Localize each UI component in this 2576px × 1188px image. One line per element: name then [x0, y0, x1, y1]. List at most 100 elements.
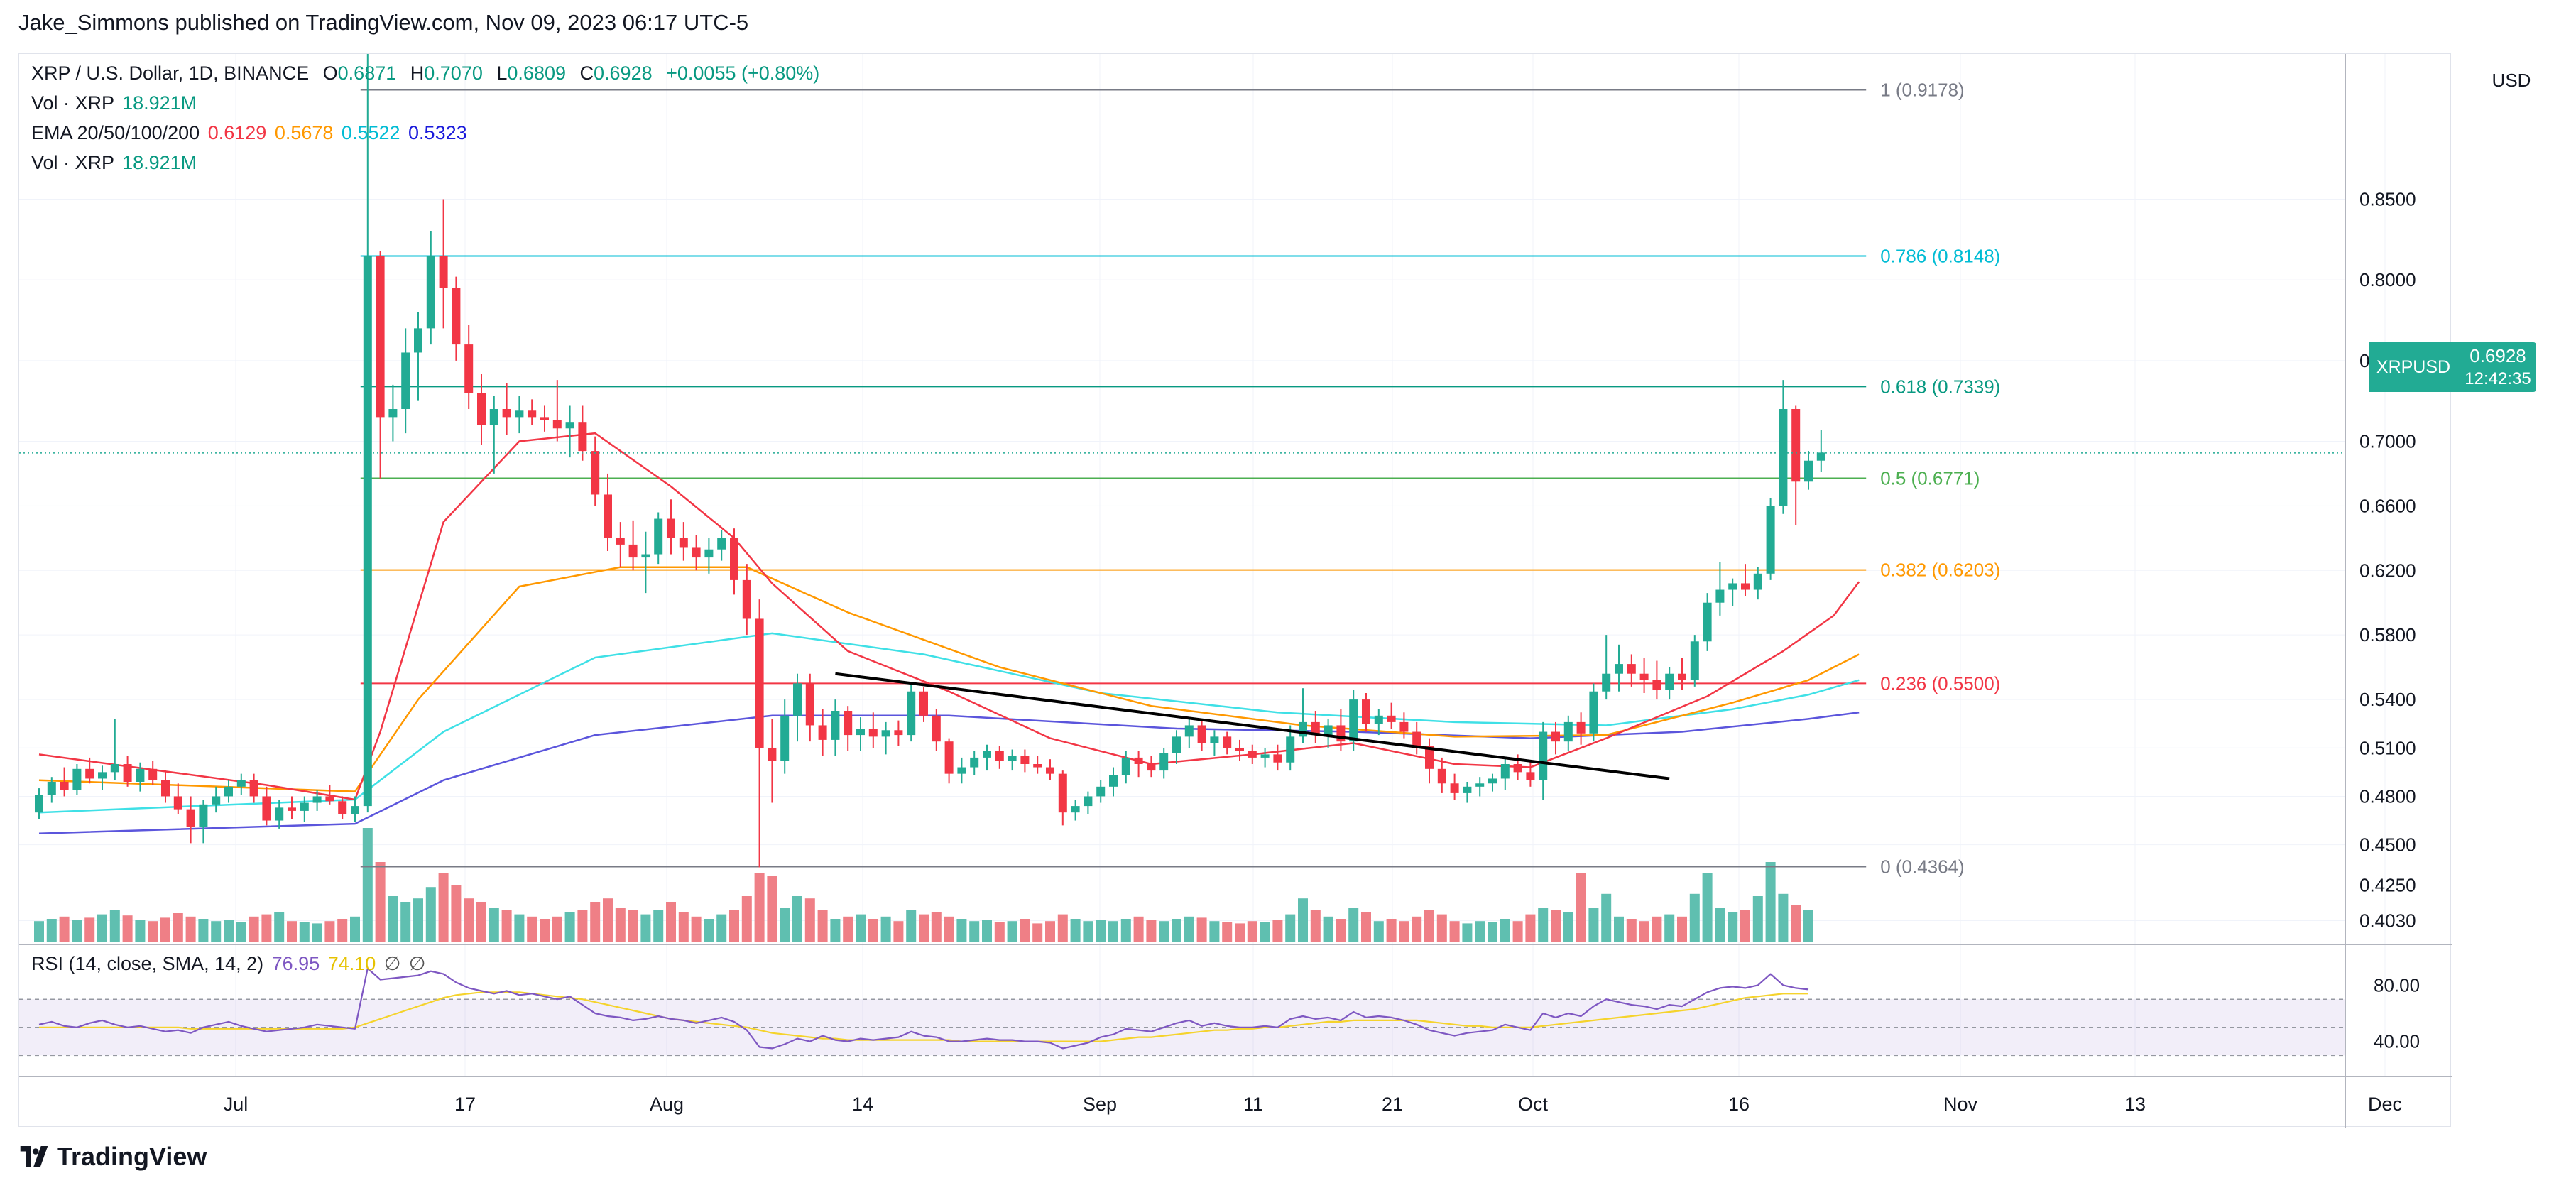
candle	[136, 768, 145, 782]
volume-bar	[577, 910, 588, 942]
candle	[628, 544, 638, 558]
fib-label: 0.786 (0.8148)	[1880, 246, 2000, 267]
volume-bar	[729, 910, 739, 942]
candle	[1425, 746, 1434, 769]
legend-close: 0.6928	[594, 62, 653, 84]
volume-bar	[767, 876, 777, 942]
candle	[1753, 573, 1762, 590]
volume-bar	[1588, 908, 1599, 942]
volume-bar	[780, 908, 790, 942]
rsi-sma-line	[39, 991, 1808, 1042]
publish-caption: Jake_Simmons published on TradingView.co…	[18, 10, 749, 35]
legend-ema200-value: 0.5323	[408, 122, 467, 143]
brand[interactable]: TradingView	[18, 1142, 207, 1172]
chart-frame[interactable]: 0.85000.80000.75000.70000.66000.62000.58…	[18, 53, 2452, 1128]
volume-bar	[653, 910, 664, 942]
volume-bar	[1689, 893, 1700, 942]
volume-bar	[856, 914, 866, 942]
candle	[363, 256, 372, 807]
volume-bar	[1652, 916, 1662, 942]
volume-bar	[72, 920, 82, 942]
time-tick-label: 14	[852, 1094, 873, 1115]
volume-bar	[628, 910, 638, 942]
legend-symbol[interactable]: XRP / U.S. Dollar, 1D, BINANCE	[31, 62, 310, 84]
candle	[944, 741, 954, 774]
volume-bar	[464, 898, 474, 942]
chart-canvas[interactable]: 0.85000.80000.75000.70000.66000.62000.58…	[19, 54, 2452, 1128]
candle	[1551, 731, 1560, 742]
volume-bar	[413, 898, 423, 942]
candle	[1058, 773, 1067, 813]
volume-bar	[249, 916, 259, 942]
volume-bar	[501, 910, 512, 942]
candle	[388, 409, 398, 418]
candle	[1804, 460, 1813, 482]
volume-bar	[1272, 920, 1283, 942]
candle	[1437, 768, 1446, 784]
volume-bar	[324, 921, 335, 942]
candle	[1690, 641, 1699, 680]
legend-vol-value: 18.921M	[122, 92, 197, 114]
legend-vol2-label: Vol · XRP	[31, 152, 114, 173]
candle	[679, 538, 688, 548]
volume-bar	[489, 908, 499, 942]
candle	[351, 806, 359, 814]
time-tick-label: 16	[1728, 1094, 1750, 1115]
candle	[1627, 664, 1636, 674]
legend-rsi-row[interactable]: RSI (14, close, SMA, 14, 2) 76.95 74.10 …	[31, 953, 425, 975]
fib-label: 0 (0.4364)	[1880, 856, 1965, 878]
legend-high: 0.7070	[424, 62, 483, 84]
volume-bar	[1728, 912, 1738, 942]
volume-bar	[1500, 919, 1510, 942]
volume-bar	[451, 885, 462, 942]
candle	[907, 691, 916, 736]
candle	[616, 538, 625, 545]
time-tick-label: 11	[1243, 1094, 1263, 1115]
legend-symbol-row: XRP / U.S. Dollar, 1D, BINANCE O0.6871 H…	[31, 62, 820, 84]
candle	[755, 618, 764, 748]
legend-ema-row[interactable]: EMA 20/50/100/200 0.6129 0.5678 0.5522 0…	[31, 122, 467, 144]
fib-label: 0.5 (0.6771)	[1880, 468, 1980, 489]
candle	[1210, 736, 1219, 743]
candle	[1260, 754, 1270, 758]
candle	[1235, 748, 1244, 751]
legend-vol2-row[interactable]: Vol · XRP 18.921M	[31, 152, 197, 174]
trendline[interactable]	[835, 672, 1670, 780]
candle	[477, 393, 486, 425]
candle	[868, 729, 878, 737]
volume-bar	[944, 916, 954, 942]
candle	[85, 768, 94, 779]
price-tick-label: 0.4030	[2359, 910, 2416, 931]
volume-bar	[1740, 910, 1750, 942]
volume-bar	[540, 919, 550, 942]
legend-ema-label: EMA 20/50/100/200	[31, 122, 200, 143]
candle	[1602, 673, 1611, 692]
candle	[780, 715, 790, 761]
legend-change: +0.0055 (+0.80%)	[666, 62, 820, 84]
legend-rsi-sma-value: 74.10	[327, 953, 376, 974]
candle	[439, 256, 448, 288]
volume-bar	[1488, 922, 1497, 942]
ema50-line	[38, 566, 1860, 792]
candle	[1576, 721, 1586, 734]
legend-rsi-value: 76.95	[271, 953, 320, 974]
candle	[1741, 583, 1750, 590]
volume-bar	[1424, 910, 1434, 942]
candle	[1046, 767, 1054, 774]
volume-bar	[1462, 923, 1473, 942]
candle	[123, 764, 132, 782]
candle	[957, 767, 966, 774]
price-tick-label: 0.8000	[2359, 269, 2416, 290]
candle	[275, 807, 284, 821]
candle	[1563, 721, 1573, 742]
candle	[325, 796, 334, 802]
volume-bar	[350, 916, 360, 942]
volume-bar	[1752, 896, 1763, 942]
legend-vol-row[interactable]: Vol · XRP 18.921M	[31, 92, 197, 114]
currency-button[interactable]: USD	[2472, 64, 2550, 95]
candle	[1816, 452, 1825, 461]
volume-bar	[97, 914, 107, 942]
candle	[730, 538, 738, 580]
candle	[186, 809, 195, 827]
volume-bar	[514, 914, 525, 942]
